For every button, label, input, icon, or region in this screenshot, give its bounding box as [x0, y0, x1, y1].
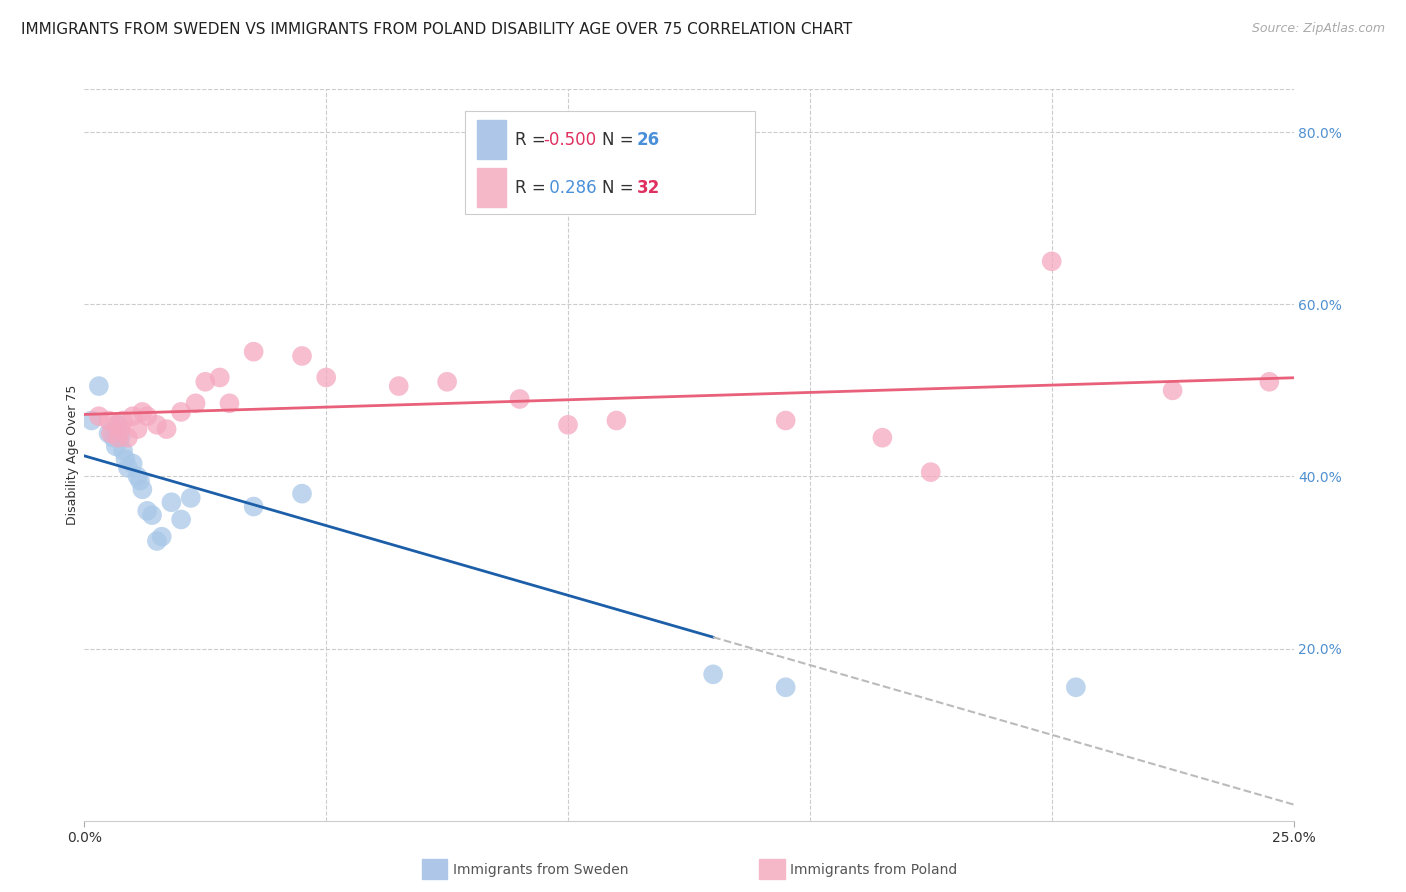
- Point: [872, 431, 894, 445]
- Point: [121, 409, 143, 424]
- Point: [146, 417, 169, 432]
- Point: [80, 413, 103, 427]
- Point: [775, 680, 797, 694]
- Point: [1161, 384, 1184, 398]
- Point: [87, 379, 110, 393]
- Point: [194, 375, 217, 389]
- Point: [180, 491, 202, 505]
- Point: [1064, 680, 1087, 694]
- Point: [291, 486, 314, 500]
- Point: [509, 392, 531, 406]
- Point: [104, 417, 127, 432]
- Text: Immigrants from Poland: Immigrants from Poland: [790, 863, 957, 877]
- Point: [702, 667, 724, 681]
- Point: [218, 396, 240, 410]
- Point: [557, 417, 579, 432]
- Y-axis label: Disability Age Over 75: Disability Age Over 75: [66, 384, 79, 525]
- Point: [97, 426, 120, 441]
- Point: [242, 500, 264, 514]
- Text: 26: 26: [637, 131, 659, 149]
- Point: [100, 426, 122, 441]
- Point: [110, 431, 132, 445]
- Point: [436, 375, 458, 389]
- Text: N =: N =: [602, 131, 638, 149]
- Point: [920, 465, 942, 479]
- Point: [146, 533, 169, 548]
- Point: [121, 457, 143, 471]
- Point: [160, 495, 183, 509]
- Point: [388, 379, 411, 393]
- Text: IMMIGRANTS FROM SWEDEN VS IMMIGRANTS FROM POLAND DISABILITY AGE OVER 75 CORRELAT: IMMIGRANTS FROM SWEDEN VS IMMIGRANTS FRO…: [21, 22, 852, 37]
- Point: [107, 417, 129, 432]
- Point: [110, 422, 132, 436]
- Point: [136, 504, 159, 518]
- Point: [184, 396, 207, 410]
- Text: R =: R =: [515, 131, 551, 149]
- Point: [136, 409, 159, 424]
- Point: [103, 431, 125, 445]
- Point: [107, 431, 129, 445]
- Point: [150, 530, 173, 544]
- Point: [112, 413, 135, 427]
- Point: [127, 422, 149, 436]
- Text: 0.286: 0.286: [544, 179, 596, 197]
- Point: [315, 370, 337, 384]
- Text: 32: 32: [637, 179, 659, 197]
- Point: [117, 431, 139, 445]
- Text: Source: ZipAtlas.com: Source: ZipAtlas.com: [1251, 22, 1385, 36]
- Point: [87, 409, 110, 424]
- Point: [104, 439, 127, 453]
- Point: [155, 422, 177, 436]
- Point: [1258, 375, 1281, 389]
- Text: N =: N =: [602, 179, 638, 197]
- Point: [117, 460, 139, 475]
- Point: [170, 405, 193, 419]
- Point: [242, 344, 264, 359]
- Point: [131, 405, 153, 419]
- Point: [208, 370, 231, 384]
- Point: [291, 349, 314, 363]
- Point: [605, 413, 627, 427]
- Text: -0.500: -0.500: [544, 131, 596, 149]
- Point: [1040, 254, 1063, 268]
- Point: [127, 469, 149, 483]
- Point: [114, 452, 136, 467]
- Point: [129, 474, 152, 488]
- Point: [131, 483, 153, 497]
- Text: R =: R =: [515, 179, 551, 197]
- Point: [775, 413, 797, 427]
- Text: Immigrants from Sweden: Immigrants from Sweden: [453, 863, 628, 877]
- Point: [141, 508, 163, 523]
- Point: [170, 512, 193, 526]
- Point: [97, 413, 120, 427]
- Point: [112, 443, 135, 458]
